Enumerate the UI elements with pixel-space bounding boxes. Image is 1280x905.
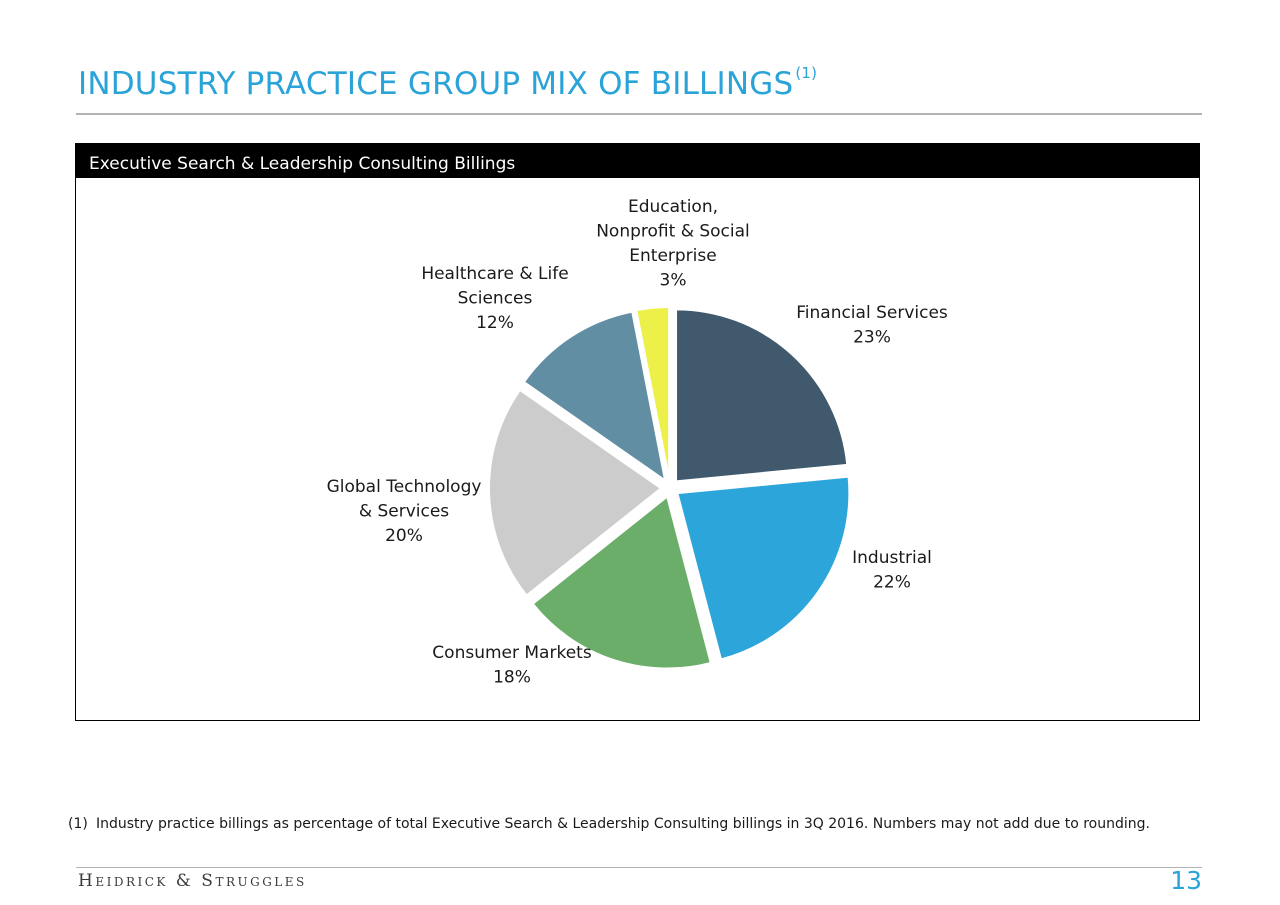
- slice-name-label: Enterprise: [629, 246, 716, 266]
- slice-name-label: & Services: [359, 502, 449, 522]
- page-number: 13: [1170, 866, 1202, 895]
- slice-value-label: 18%: [493, 668, 531, 688]
- pie-slice: [676, 475, 851, 661]
- slice-value-label: 20%: [385, 526, 423, 546]
- pie-slice: [675, 308, 849, 483]
- slice-value-label: 23%: [853, 328, 891, 348]
- slice-name-label: Sciences: [458, 289, 533, 309]
- slice-name-label: Industrial: [852, 548, 932, 568]
- footnote-number: (1): [68, 816, 88, 832]
- pie-slice: [522, 310, 667, 483]
- footnote: (1) Industry practice billings as percen…: [68, 813, 1178, 835]
- slice-label: Industrial 22%: [852, 548, 932, 593]
- title-divider: [76, 113, 1202, 115]
- panel-header: Executive Search & Leadership Consulting…: [76, 144, 1199, 178]
- slice-value-label: 12%: [476, 313, 514, 333]
- pie-slice: [488, 388, 663, 597]
- slice-label: Financial Services 23%: [796, 303, 948, 348]
- footer-divider: [76, 867, 1202, 868]
- slice-label: Healthcare & Life Sciences 12%: [421, 264, 568, 333]
- title-footnote-marker: (1): [795, 64, 818, 82]
- slide-title-text: INDUSTRY PRACTICE GROUP MIX OF BILLINGS: [78, 66, 794, 102]
- slice-value-label: 3%: [660, 271, 687, 291]
- slice-name-label: Healthcare & Life: [421, 264, 568, 284]
- pie-slice: [635, 306, 671, 480]
- slice-label: Education, Nonprofit & Social Enterprise 3%: [596, 197, 750, 291]
- slice-name-label: Global Technology: [327, 477, 482, 497]
- pie-slice: [531, 494, 713, 670]
- slice-name-label: Consumer Markets: [432, 643, 592, 663]
- slice-label: Global Technology & Services 20%: [327, 477, 482, 546]
- slice-name-label: Financial Services: [796, 303, 948, 323]
- slice-value-label: 22%: [873, 573, 911, 593]
- slice-label: Consumer Markets 18%: [432, 643, 592, 688]
- slice-name-label: Education,: [628, 197, 718, 217]
- brand-logo: Heidrick & Struggles: [78, 871, 307, 891]
- slide-title: INDUSTRY PRACTICE GROUP MIX OF BILLINGS(…: [78, 64, 817, 102]
- footnote-text: Industry practice billings as percentage…: [96, 816, 1150, 832]
- slice-name-label: Nonprofit & Social: [596, 222, 750, 242]
